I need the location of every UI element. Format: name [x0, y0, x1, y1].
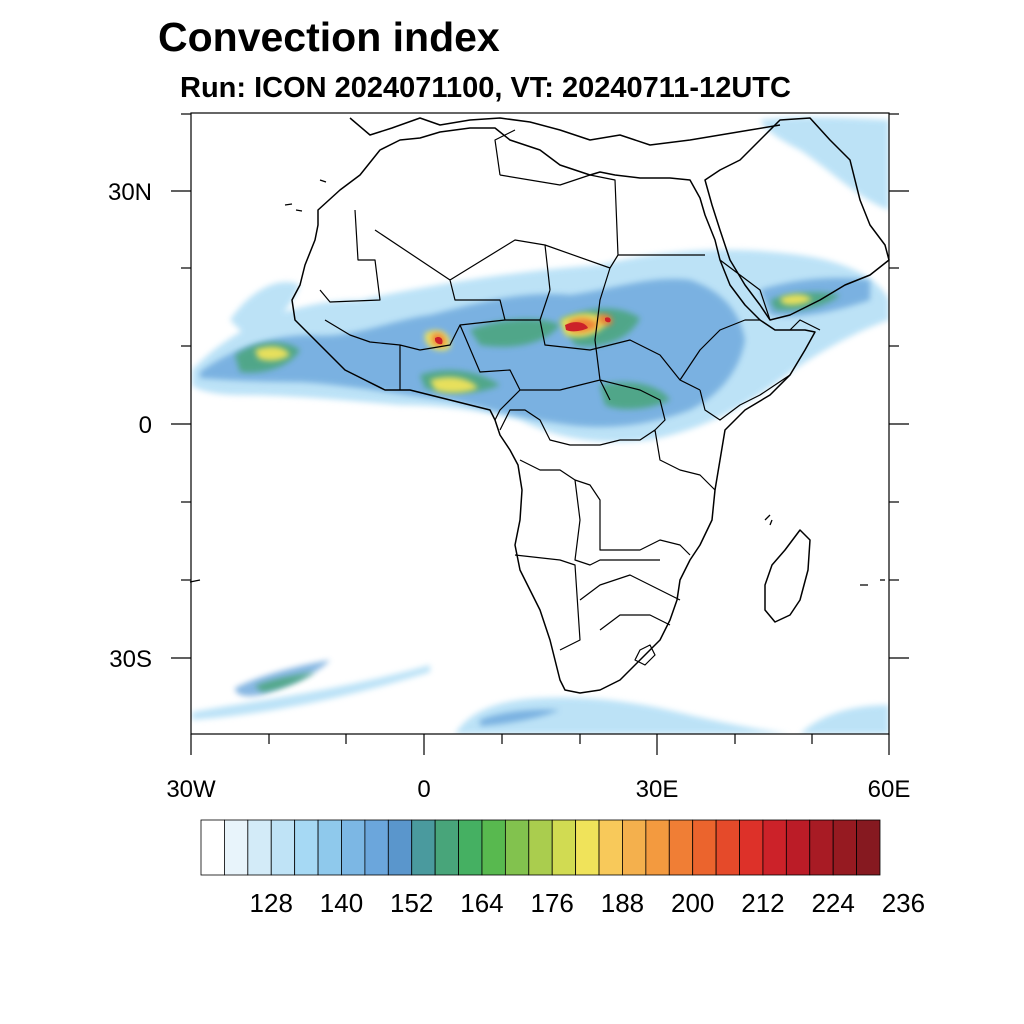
colorbar-swatch	[528, 819, 553, 876]
plot-subtitle: Run: ICON 2024071100, VT: 20240711-12UTC	[180, 72, 791, 104]
colorbar-tick-label: 188	[601, 888, 644, 918]
colorbar-swatch	[598, 819, 623, 876]
colorbar-swatch	[832, 819, 857, 876]
colorbar-swatch	[715, 819, 740, 876]
lat-label-0: 0	[139, 412, 152, 439]
europe-coastline	[349, 117, 781, 146]
colorbar-swatch	[762, 819, 787, 876]
colorbar-swatch	[411, 819, 436, 876]
colorbar-tick-label: 236	[882, 888, 925, 918]
lat-label-30n: 30N	[108, 179, 152, 206]
colorbar	[200, 819, 881, 876]
country-borders	[319, 129, 821, 666]
colorbar-swatch	[692, 819, 717, 876]
colorbar-swatch	[224, 819, 249, 876]
plot-title: Convection index	[158, 14, 500, 60]
colorbar-swatch	[341, 819, 366, 876]
colorbar-swatch	[200, 819, 225, 876]
colorbar-tick-label: 176	[531, 888, 574, 918]
colorbar-swatch	[458, 819, 483, 876]
colorbar-swatch	[434, 819, 459, 876]
colorbar-swatch	[387, 819, 413, 876]
colorbar-swatch	[575, 819, 600, 876]
lon-label-30e: 30E	[636, 776, 679, 803]
colorbar-swatch	[645, 819, 670, 876]
colorbar-tick-label: 224	[811, 888, 854, 918]
colorbar-tick-label: 152	[390, 888, 433, 918]
colorbar-tick-label: 212	[741, 888, 784, 918]
lat-label-30s: 30S	[109, 646, 152, 673]
colorbar-swatch	[809, 819, 834, 876]
colorbar-swatch	[856, 819, 881, 876]
colorbar-swatch	[294, 819, 319, 876]
colorbar-swatch	[739, 819, 764, 876]
colorbar-tick-label: 128	[250, 888, 293, 918]
africa-coastline	[291, 127, 816, 694]
colorbar-swatch	[668, 819, 694, 876]
colorbar-swatch	[551, 819, 577, 876]
colorbar-tick-label: 164	[460, 888, 503, 918]
colorbar-swatch	[364, 819, 389, 876]
colorbar-swatch	[785, 819, 811, 876]
lon-label-30w: 30W	[166, 776, 216, 803]
colorbar-labels: 128 140 152 164 176 188 200 212 224 236	[250, 888, 926, 918]
colorbar-swatch	[247, 819, 272, 876]
axis-ticks	[171, 113, 909, 755]
coastlines-and-borders	[189, 117, 890, 694]
islands	[189, 179, 885, 586]
lon-label-0: 0	[417, 776, 430, 803]
colorbar-swatch	[481, 819, 506, 876]
colorbar-tick-label: 140	[320, 888, 363, 918]
colorbar-swatch	[317, 819, 342, 876]
lon-label-60e: 60E	[868, 776, 911, 803]
colorbar-swatch	[504, 819, 530, 876]
colorbar-tick-label: 200	[671, 888, 714, 918]
colorbar-swatch	[622, 819, 647, 876]
convection-red-areas	[435, 317, 611, 345]
colorbar-swatch	[270, 819, 296, 876]
madagascar-coastline	[764, 529, 811, 623]
